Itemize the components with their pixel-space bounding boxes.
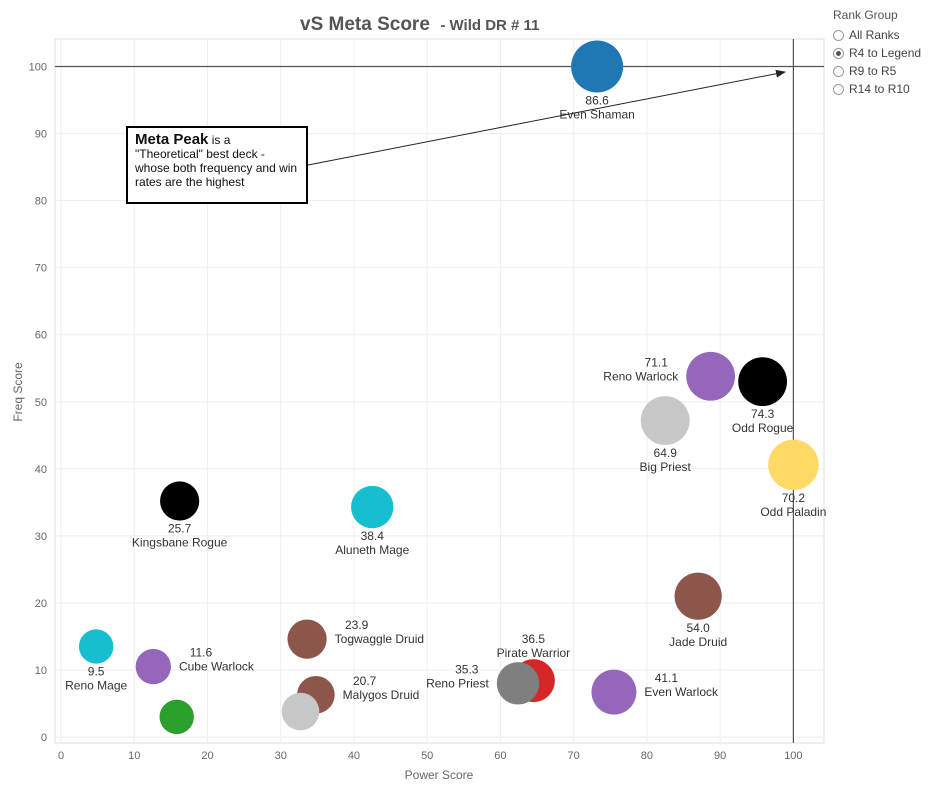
data-label-value: 23.9 bbox=[345, 618, 369, 632]
rank-option[interactable]: All Ranks bbox=[833, 26, 938, 44]
x-tick-label: 0 bbox=[58, 750, 64, 762]
x-tick-label: 20 bbox=[201, 750, 213, 762]
rank-option[interactable]: R9 to R5 bbox=[833, 62, 938, 80]
data-label-name: Even Warlock bbox=[644, 685, 719, 699]
data-point bbox=[674, 572, 722, 620]
annotation-arrow bbox=[307, 69, 786, 166]
data-label-name: Jade Druid bbox=[669, 635, 727, 649]
chart-title-sub: - Wild DR # 11 bbox=[440, 17, 539, 34]
x-tick-label: 10 bbox=[128, 750, 140, 762]
chart-title-main: vS Meta Score bbox=[300, 14, 430, 35]
x-tick-label: 50 bbox=[421, 750, 433, 762]
data-point bbox=[496, 662, 540, 705]
data-label-value: 25.7 bbox=[168, 522, 192, 536]
y-tick-label: 100 bbox=[29, 62, 47, 74]
rank-option-label: R4 to Legend bbox=[849, 46, 922, 60]
data-point bbox=[160, 481, 200, 521]
y-tick-label: 10 bbox=[35, 665, 47, 677]
y-tick-label: 20 bbox=[35, 598, 47, 610]
x-tick-label: 40 bbox=[348, 750, 360, 762]
y-tick-label: 90 bbox=[35, 129, 47, 141]
data-label-name: Aluneth Mage bbox=[335, 543, 409, 557]
x-tick-label: 80 bbox=[641, 750, 653, 762]
data-point bbox=[738, 357, 788, 407]
rank-group-filter: Rank Group All Ranks R4 to Legend R9 to R5… bbox=[833, 8, 938, 98]
data-label-name: Even Shaman bbox=[559, 108, 634, 122]
data-label-value: 36.5 bbox=[522, 632, 546, 646]
data-label-name: Reno Warlock bbox=[603, 369, 679, 383]
data-point bbox=[640, 396, 690, 445]
data-label-value: 38.4 bbox=[361, 529, 385, 543]
data-label-name: Malygos Druid bbox=[343, 688, 420, 702]
data-label-value: 64.9 bbox=[654, 446, 678, 460]
data-point bbox=[351, 485, 394, 529]
rank-option-label: R9 to R5 bbox=[849, 64, 897, 78]
data-point bbox=[78, 629, 114, 664]
data-label-value: 74.3 bbox=[751, 407, 775, 421]
data-label-value: 54.0 bbox=[686, 621, 710, 635]
radio-icon[interactable] bbox=[833, 29, 844, 41]
data-label-value: 11.6 bbox=[190, 646, 213, 660]
data-point bbox=[686, 351, 736, 401]
data-label-name: Togwaggle Druid bbox=[335, 632, 424, 646]
data-label-value: 41.1 bbox=[655, 671, 679, 685]
legend-title: Rank Group bbox=[833, 8, 898, 22]
data-points bbox=[78, 40, 819, 735]
annotation-text: is a "Theoretical" best deck - whose bot… bbox=[135, 133, 298, 189]
x-tick-label: 90 bbox=[714, 750, 726, 762]
data-label-name: Reno Mage bbox=[65, 679, 127, 693]
y-tick-label: 30 bbox=[35, 531, 47, 543]
y-tick-label: 80 bbox=[35, 196, 47, 208]
data-label-name: Kingsbane Rogue bbox=[132, 536, 228, 550]
annotation-bold: Meta Peak bbox=[135, 131, 209, 148]
reference-lines bbox=[55, 39, 824, 743]
data-label-value: 86.6 bbox=[585, 94, 609, 108]
y-tick-label: 70 bbox=[35, 263, 47, 275]
data-label-value: 9.5 bbox=[88, 665, 105, 679]
radio-dot bbox=[836, 50, 841, 56]
x-tick-label: 30 bbox=[275, 750, 287, 762]
radio-icon[interactable] bbox=[833, 65, 844, 77]
x-axis-label: Power Score bbox=[405, 768, 474, 782]
chart-title: vS Meta Score - Wild DR # 11 bbox=[300, 14, 539, 35]
radio-icon[interactable] bbox=[833, 83, 844, 95]
y-tick-label: 50 bbox=[35, 397, 47, 409]
legend-options: All Ranks R4 to Legend R9 to R5 R14 to R10 bbox=[833, 26, 938, 98]
rank-option-label: R14 to R10 bbox=[849, 82, 910, 96]
y-tick-label: 40 bbox=[35, 464, 47, 476]
data-point bbox=[571, 40, 624, 93]
data-label-name: Reno Priest bbox=[426, 676, 489, 690]
data-point bbox=[281, 692, 320, 731]
meta-peak-annotation: Meta Peak is a "Theoretical" best deck -… bbox=[126, 126, 308, 204]
data-label-value: 20.7 bbox=[353, 674, 377, 688]
data-label-value: 71.1 bbox=[645, 355, 669, 369]
data-point bbox=[159, 699, 194, 735]
data-point bbox=[591, 669, 637, 715]
data-label-name: Odd Rogue bbox=[732, 421, 794, 435]
data-label-value: 35.3 bbox=[455, 662, 479, 676]
data-label-name: Big Priest bbox=[640, 460, 692, 474]
data-label-name: Pirate Warrior bbox=[497, 646, 571, 660]
rank-option[interactable]: R14 to R10 bbox=[833, 80, 938, 98]
y-tick-label: 0 bbox=[41, 732, 47, 744]
plot-frame bbox=[54, 38, 825, 744]
data-point bbox=[135, 648, 171, 685]
x-tick-label: 100 bbox=[784, 750, 802, 762]
y-tick-label: 60 bbox=[35, 330, 47, 342]
rank-option-label: All Ranks bbox=[849, 28, 900, 42]
data-label-value: 70.2 bbox=[782, 491, 806, 505]
data-point bbox=[768, 439, 819, 490]
data-label-name: Odd Paladin bbox=[760, 505, 826, 519]
data-label-name: Cube Warlock bbox=[179, 660, 255, 674]
rank-option[interactable]: R4 to Legend bbox=[833, 44, 938, 62]
data-point bbox=[287, 619, 327, 659]
axes: 0 10 20 30 40 50 60 70 80 90 100 0 10 20 30 40 50 60 70 80 9… bbox=[29, 62, 803, 762]
radio-icon[interactable] bbox=[833, 47, 844, 59]
y-axis-label: Freq Score bbox=[11, 362, 25, 422]
x-tick-label: 70 bbox=[568, 750, 580, 762]
x-tick-label: 60 bbox=[494, 750, 506, 762]
